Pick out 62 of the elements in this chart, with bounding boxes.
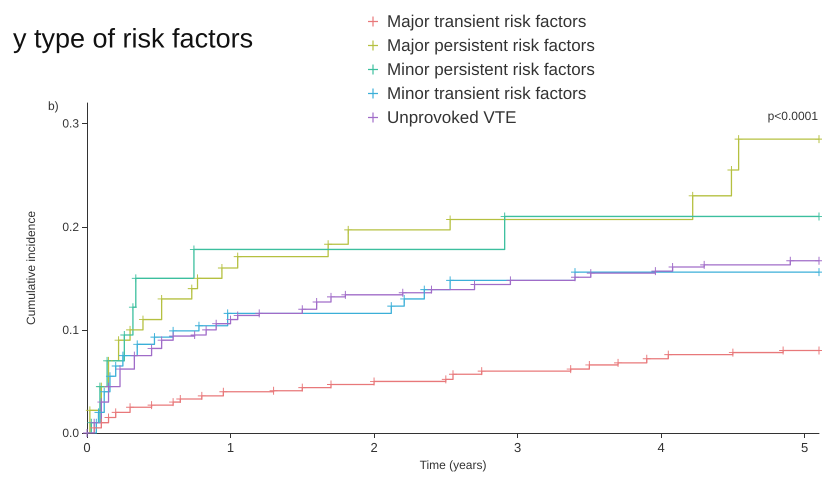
point [112,408,120,416]
point [114,336,123,344]
point [815,256,822,265]
x-tick-label: 0 [83,440,91,455]
point [344,226,352,234]
point [446,276,454,284]
legend-label: Major persistent risk factors [387,36,595,55]
text: b) [48,99,59,113]
point [815,268,822,276]
point [148,401,156,410]
point [86,406,94,414]
point [158,336,166,344]
annotation: p<0.0001 [768,109,818,123]
point [118,352,127,360]
point [270,386,278,395]
legend-label: Minor transient risk factors [387,84,586,103]
point [202,326,210,334]
point [571,273,579,282]
x-tick-label: 4 [658,440,665,455]
point [586,269,595,278]
point [614,358,622,367]
chart-title: y type of risk factors [13,24,254,54]
point [478,367,486,376]
point [786,256,794,265]
legend-label: Unprovoked VTE [387,108,516,127]
legend-label: Major transient risk factors [387,12,586,31]
x-tick-label: 1 [226,440,234,455]
point [132,274,140,282]
point [224,309,232,318]
point [234,252,242,261]
y-tick-label: 0.2 [62,220,80,234]
point [188,284,196,293]
point [198,392,206,400]
point [506,276,514,284]
x-tick-label: 2 [370,440,378,455]
point [387,302,396,310]
point [420,286,428,294]
point [651,267,660,276]
point [126,326,134,334]
point [734,135,743,144]
x-tick-label: 5 [801,440,808,455]
point [664,350,672,359]
point [150,333,158,342]
y-axis-title: Cumulative incidence [24,210,38,326]
legend-label: Minor persistent risk factors [387,60,595,79]
point [324,240,332,248]
x-axis-title: Time (years) [420,458,486,472]
point [427,286,436,294]
point [341,290,350,299]
point [298,384,306,392]
y-tick-label: 0.3 [62,116,80,131]
point [126,403,134,412]
point [130,352,138,360]
point [212,320,220,328]
y-tick-label: 0.0 [62,426,80,440]
point [688,192,697,200]
x-tick-label: 3 [514,440,522,455]
point [815,135,822,144]
point [442,375,450,384]
point [128,303,137,312]
y-tick-label: 0.1 [62,322,80,337]
point [700,260,708,269]
